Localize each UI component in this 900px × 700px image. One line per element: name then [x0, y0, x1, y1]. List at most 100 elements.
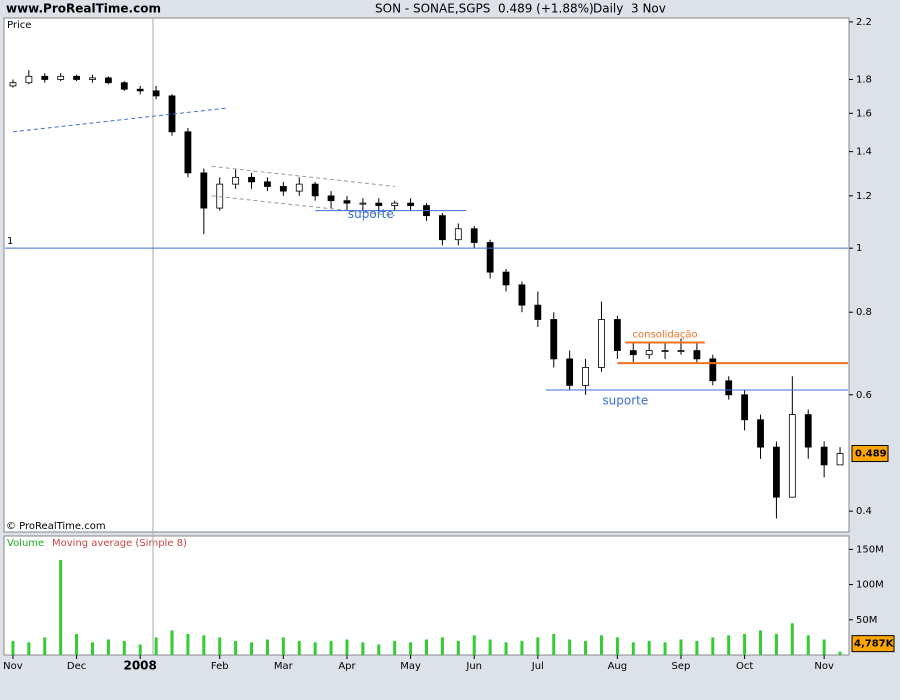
volume-bar: [743, 633, 747, 655]
volume-bar: [520, 640, 524, 655]
x-tick-label: Sep: [672, 661, 691, 672]
volume-bar: [599, 635, 603, 655]
candle-body: [693, 350, 701, 360]
volume-bar: [313, 642, 317, 655]
x-tick-label: Feb: [211, 661, 229, 672]
x-tick-label: Mar: [274, 661, 294, 672]
volume-bar: [631, 642, 635, 655]
candle-body: [518, 284, 526, 306]
candle-body: [295, 183, 303, 192]
candle-body: [741, 394, 749, 421]
price-title: Price: [7, 20, 31, 31]
volume-bar: [393, 640, 397, 655]
candle-body: [629, 350, 637, 356]
x-tick-label: Aug: [608, 661, 628, 672]
volume-bar: [11, 640, 15, 655]
last-volume-box: [851, 635, 895, 653]
x-tick-label: Jul: [531, 661, 544, 672]
candle-body: [343, 200, 351, 204]
line-label: 1: [7, 236, 13, 247]
candle-body: [454, 228, 462, 241]
volume-bar: [297, 640, 301, 655]
volume-bar: [361, 642, 365, 655]
candle-body: [391, 202, 399, 206]
volume-bar: [552, 633, 556, 655]
candle-body: [264, 181, 271, 187]
last-price-box: [851, 445, 889, 463]
x-tick-label: Apr: [338, 661, 356, 672]
candle-body: [216, 183, 224, 209]
candle-body: [725, 380, 733, 396]
x-tick-label: Nov: [814, 661, 834, 672]
candle-body: [41, 75, 49, 80]
y-tick-label: 0.8: [856, 307, 872, 318]
candle-body: [375, 202, 383, 206]
candle-body: [248, 176, 255, 183]
volume-bar: [774, 633, 778, 655]
candle-body: [89, 77, 96, 80]
y-tick-label: 2.2: [856, 17, 872, 28]
volume-bar: [43, 637, 47, 655]
symbol: SON - SONAE,SGPS: [375, 2, 490, 16]
drawn-line: [211, 165, 395, 187]
candle-body: [677, 350, 685, 352]
volume-bar: [409, 642, 413, 655]
candle-body: [152, 90, 160, 97]
volume-bar: [838, 651, 842, 655]
period: Daily 3 Nov: [593, 2, 666, 16]
candle-body: [550, 319, 558, 360]
volume-bar: [440, 637, 444, 655]
volume-title: Volume: [7, 538, 44, 549]
annotation: suporte: [602, 394, 648, 408]
candle-body: [788, 414, 796, 498]
candle-body: [73, 75, 80, 80]
price-panel: [3, 17, 850, 533]
candle-body: [407, 202, 414, 206]
candle-body: [757, 419, 764, 448]
volume-bar: [329, 640, 333, 655]
x-tick-label: Dec: [67, 661, 86, 672]
volume-bar: [377, 644, 381, 655]
volume-bar: [647, 640, 651, 655]
candle-body: [645, 350, 653, 356]
candle-body: [25, 75, 33, 84]
candle-body: [804, 414, 812, 448]
candle-body: [836, 453, 844, 466]
volume-bar: [488, 639, 492, 655]
candle-body: [773, 446, 780, 498]
volume-bar: [711, 637, 715, 655]
y-tick-label: 1: [856, 243, 862, 254]
volume-bar: [75, 633, 79, 655]
quote: 0.489 (+1.88%): [498, 2, 594, 16]
volume-panel: [3, 535, 850, 656]
volume-bar: [584, 640, 588, 655]
y-tick-label: 1.8: [856, 74, 872, 85]
header-bar: [0, 0, 900, 18]
candle-body: [184, 131, 192, 174]
candle-body: [279, 186, 287, 192]
candle-body: [486, 242, 494, 273]
volume-bar: [456, 640, 460, 655]
candle-body: [470, 228, 478, 243]
volume-bar: [615, 637, 619, 655]
volume-bar: [727, 635, 731, 655]
volume-bar: [425, 639, 428, 655]
volume-bar: [472, 635, 476, 655]
volume-bar: [234, 640, 238, 655]
volume-bar: [759, 630, 763, 655]
candle-body: [232, 176, 240, 185]
x-tick-label: Oct: [736, 661, 753, 672]
volume-bar: [218, 637, 222, 655]
y-tick-label: 150M: [856, 544, 884, 555]
candle-body: [661, 350, 669, 352]
site: www.ProRealTime.com: [6, 2, 161, 16]
last-volume: 4,787K: [854, 639, 895, 650]
candle-body: [582, 367, 589, 386]
volume-bar: [504, 642, 508, 655]
y-tick-label: 0.6: [856, 390, 872, 401]
candle-body: [439, 215, 446, 241]
volume-bar: [106, 639, 110, 655]
copyright: © ProRealTime.com: [6, 521, 106, 532]
candle-body: [709, 358, 717, 382]
